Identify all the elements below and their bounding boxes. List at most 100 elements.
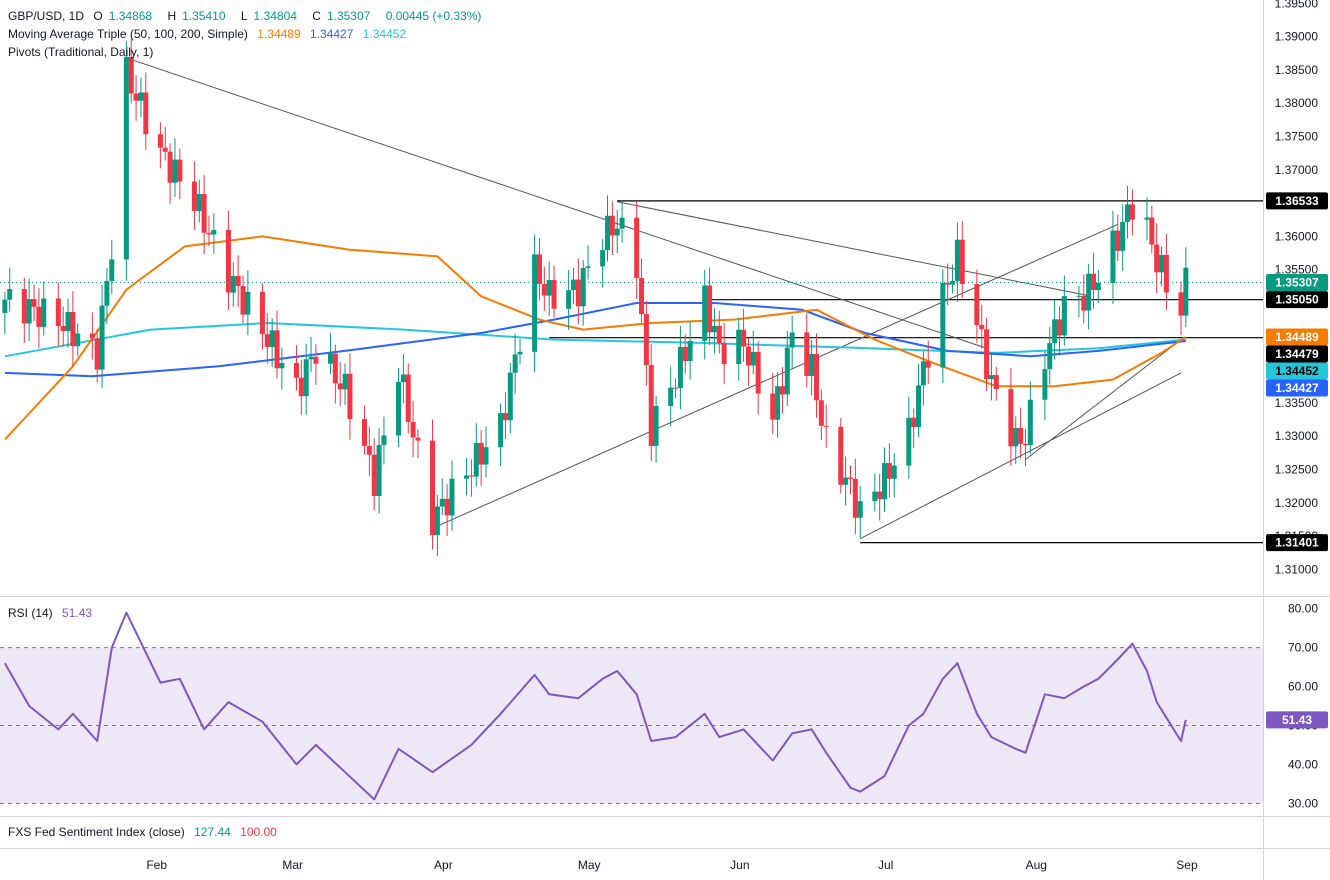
candle-body	[65, 311, 71, 332]
price-tick-label: 1.36000	[1275, 229, 1319, 243]
candle-body	[303, 359, 309, 397]
ma100-line	[4, 302, 1186, 378]
candle-body	[877, 491, 883, 500]
candle-body	[818, 400, 824, 426]
candle-body	[157, 134, 163, 148]
candle-body	[439, 498, 445, 507]
candle-body	[566, 290, 572, 309]
candle-body	[473, 442, 479, 477]
candle-body	[123, 56, 129, 260]
candle-body	[687, 340, 693, 361]
time-tick-label: May	[578, 858, 601, 872]
candle-body	[736, 329, 742, 365]
candle-body	[551, 280, 557, 309]
ma200-value: 1.34452	[362, 27, 407, 41]
ma-title: Moving Average Triple (50, 100, 200, Sim…	[8, 27, 248, 41]
candle-body	[21, 289, 27, 324]
candle-body	[167, 151, 173, 183]
candle-body	[94, 338, 100, 370]
symbol-title: GBP/USD, 1D	[8, 9, 85, 23]
price-tag-label: 1.36533	[1275, 194, 1319, 208]
candle-body	[308, 356, 314, 360]
candle-body	[449, 478, 455, 516]
candle-body	[60, 326, 66, 332]
candle-body	[1178, 292, 1184, 316]
candle-body	[26, 299, 32, 324]
price-tag-label: 1.35050	[1275, 293, 1319, 307]
candle-body	[337, 383, 343, 390]
candle-body	[741, 329, 747, 347]
candle-body	[954, 239, 960, 281]
candle-body	[580, 268, 586, 307]
price-tag-label: 1.34427	[1275, 381, 1319, 395]
time-tick-label: Aug	[1026, 858, 1047, 872]
candle-body	[619, 217, 625, 229]
candle-body	[639, 277, 645, 315]
candle-body	[609, 215, 615, 236]
candle-body	[911, 417, 917, 428]
rsi-tick-label: 80.00	[1288, 602, 1318, 616]
rsi-title: RSI (14)	[8, 606, 53, 620]
candle-body	[201, 194, 207, 233]
price-tick-label: 1.32500	[1275, 462, 1319, 476]
price-tick-label: 1.39000	[1275, 30, 1319, 44]
price-tick-label: 1.35500	[1275, 263, 1319, 277]
candle-body	[99, 305, 105, 370]
candle-body	[920, 361, 926, 386]
candle-body	[536, 254, 542, 284]
candle-body	[371, 454, 377, 497]
candle-body	[1081, 295, 1087, 311]
price-tick-label: 1.37500	[1275, 130, 1319, 144]
candle-body	[882, 463, 888, 500]
candle-body	[570, 279, 576, 291]
price-tick-label: 1.39500	[1275, 0, 1319, 10]
candle-body	[1115, 230, 1121, 251]
candle-body	[775, 386, 781, 420]
candle-body	[366, 445, 372, 455]
candle-body	[279, 363, 285, 369]
candle-body	[906, 417, 912, 466]
candle-body	[721, 343, 727, 365]
candle-body	[109, 259, 115, 281]
candle-body	[843, 477, 849, 485]
ohlc-change: 0.00445 (+0.33%)	[385, 9, 482, 23]
candle-body	[128, 56, 134, 94]
candle-body	[614, 228, 620, 236]
candle-body	[916, 385, 922, 428]
candle-body	[381, 435, 387, 446]
sentiment-value-1: 127.44	[194, 825, 231, 839]
candle-body	[264, 334, 270, 348]
candle-body	[575, 279, 581, 307]
price-tick-label: 1.38000	[1275, 96, 1319, 110]
candle-body	[789, 332, 795, 348]
trendline	[617, 201, 1089, 297]
candle-body	[230, 275, 236, 293]
candle-body	[974, 283, 980, 326]
time-tick-label: Jul	[878, 858, 893, 872]
candle-body	[925, 361, 931, 368]
time-tick-label: Jun	[730, 858, 749, 872]
candle-body	[347, 373, 353, 420]
pivots-legend: Pivots (Traditional, Daily, 1)	[8, 44, 159, 60]
price-tick-label: 1.31000	[1275, 562, 1319, 576]
candle-body	[770, 393, 776, 420]
candle-body	[517, 351, 523, 355]
candle-body	[959, 239, 965, 284]
price-tick-label: 1.37000	[1275, 163, 1319, 177]
candle-body	[362, 419, 367, 446]
rsi-line	[4, 611, 1187, 801]
candle-body	[809, 353, 815, 376]
candle-body	[1120, 221, 1126, 251]
rsi-legend: RSI (14) 51.43	[8, 605, 98, 621]
candle-body	[750, 351, 756, 366]
candle-body	[464, 475, 470, 479]
candle-body	[634, 217, 640, 278]
time-tick-label: Mar	[282, 858, 303, 872]
candle-body	[269, 330, 275, 348]
price-tag-label: 1.34479	[1275, 347, 1319, 361]
candle-body	[31, 299, 37, 307]
sentiment-value-2: 100.00	[240, 825, 277, 839]
candle-body	[546, 280, 552, 296]
rsi-tick-label: 30.00	[1288, 796, 1318, 810]
